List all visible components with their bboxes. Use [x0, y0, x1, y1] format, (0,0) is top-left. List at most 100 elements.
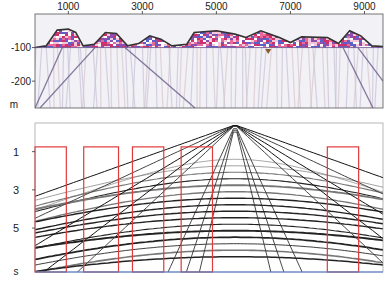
texture-cell	[287, 26, 290, 28]
texture-cell	[233, 20, 236, 22]
texture-cell	[128, 54, 131, 56]
texture-cell	[314, 24, 317, 26]
texture-cell	[230, 28, 233, 30]
texture-cell	[326, 24, 329, 26]
texture-cell	[104, 50, 107, 52]
texture-cell	[320, 28, 323, 30]
texture-cell	[107, 52, 110, 54]
texture-cell	[269, 36, 272, 38]
texture-cell	[179, 20, 182, 22]
texture-cell	[326, 26, 329, 28]
texture-cell	[212, 26, 215, 28]
texture-cell	[227, 42, 230, 44]
texture-cell	[257, 22, 260, 24]
texture-cell	[293, 48, 296, 50]
texture-cell	[341, 42, 344, 44]
texture-cell	[281, 50, 284, 52]
texture-cell	[260, 34, 263, 36]
texture-cell	[170, 54, 173, 56]
texture-cell	[197, 52, 200, 54]
texture-cell	[353, 40, 356, 42]
texture-cell	[215, 34, 218, 36]
texture-cell	[314, 30, 317, 32]
texture-cell	[38, 36, 41, 38]
texture-cell	[89, 50, 92, 52]
texture-cell	[41, 36, 44, 38]
texture-cell	[239, 28, 242, 30]
texture-cell	[38, 24, 41, 26]
texture-cell	[305, 44, 308, 46]
texture-cell	[254, 22, 257, 24]
texture-cell	[344, 44, 347, 46]
texture-cell	[200, 40, 203, 42]
texture-cell	[98, 54, 101, 56]
texture-cell	[44, 50, 47, 52]
texture-cell	[236, 48, 239, 50]
texture-cell	[194, 50, 197, 52]
texture-cell	[299, 22, 302, 24]
texture-cell	[338, 28, 341, 30]
texture-cell	[74, 24, 77, 26]
texture-cell	[251, 50, 254, 52]
texture-cell	[68, 52, 71, 54]
texture-cell	[161, 24, 164, 26]
texture-cell	[95, 44, 98, 46]
texture-line	[191, 48, 194, 108]
texture-cell	[284, 30, 287, 32]
texture-cell	[239, 22, 242, 24]
texture-cell	[137, 48, 140, 50]
texture-cell	[323, 22, 326, 24]
texture-cell	[185, 36, 188, 38]
texture-cell	[179, 26, 182, 28]
texture-cell	[302, 42, 305, 44]
texture-line	[254, 48, 256, 108]
texture-cell	[236, 24, 239, 26]
texture-cell	[41, 54, 44, 56]
texture-cell	[323, 40, 326, 42]
texture-cell	[281, 52, 284, 54]
texture-cell	[248, 32, 251, 34]
texture-cell	[50, 48, 53, 50]
texture-cell	[35, 34, 38, 36]
texture-cell	[176, 24, 179, 26]
texture-cell	[278, 28, 281, 30]
texture-cell	[65, 36, 68, 38]
texture-cell	[272, 26, 275, 28]
texture-cell	[290, 30, 293, 32]
texture-cell	[344, 22, 347, 24]
texture-line	[327, 48, 329, 108]
texture-cell	[161, 32, 164, 34]
texture-cell	[218, 34, 221, 36]
texture-line	[335, 48, 337, 108]
texture-cell	[254, 28, 257, 30]
texture-cell	[311, 38, 314, 40]
texture-cell	[98, 44, 101, 46]
texture-cell	[44, 52, 47, 54]
texture-cell	[269, 52, 272, 54]
texture-cell	[209, 24, 212, 26]
texture-cell	[305, 48, 308, 50]
texture-cell	[182, 28, 185, 30]
texture-cell	[215, 44, 218, 46]
texture-cell	[173, 40, 176, 42]
texture-cell	[107, 54, 110, 56]
texture-cell	[299, 52, 302, 54]
texture-cell	[116, 40, 119, 42]
texture-cell	[302, 22, 305, 24]
texture-cell	[101, 24, 104, 26]
texture-cell	[212, 36, 215, 38]
texture-cell	[77, 42, 80, 44]
texture-cell	[323, 30, 326, 32]
texture-cell	[164, 54, 167, 56]
texture-cell	[338, 54, 341, 56]
texture-cell	[275, 38, 278, 40]
texture-line	[94, 48, 98, 108]
texture-line	[292, 48, 295, 108]
texture-cell	[167, 50, 170, 52]
texture-cell	[47, 48, 50, 50]
texture-line	[372, 48, 374, 108]
texture-cell	[215, 26, 218, 28]
texture-cell	[122, 54, 125, 56]
texture-cell	[92, 50, 95, 52]
texture-cell	[98, 22, 101, 24]
